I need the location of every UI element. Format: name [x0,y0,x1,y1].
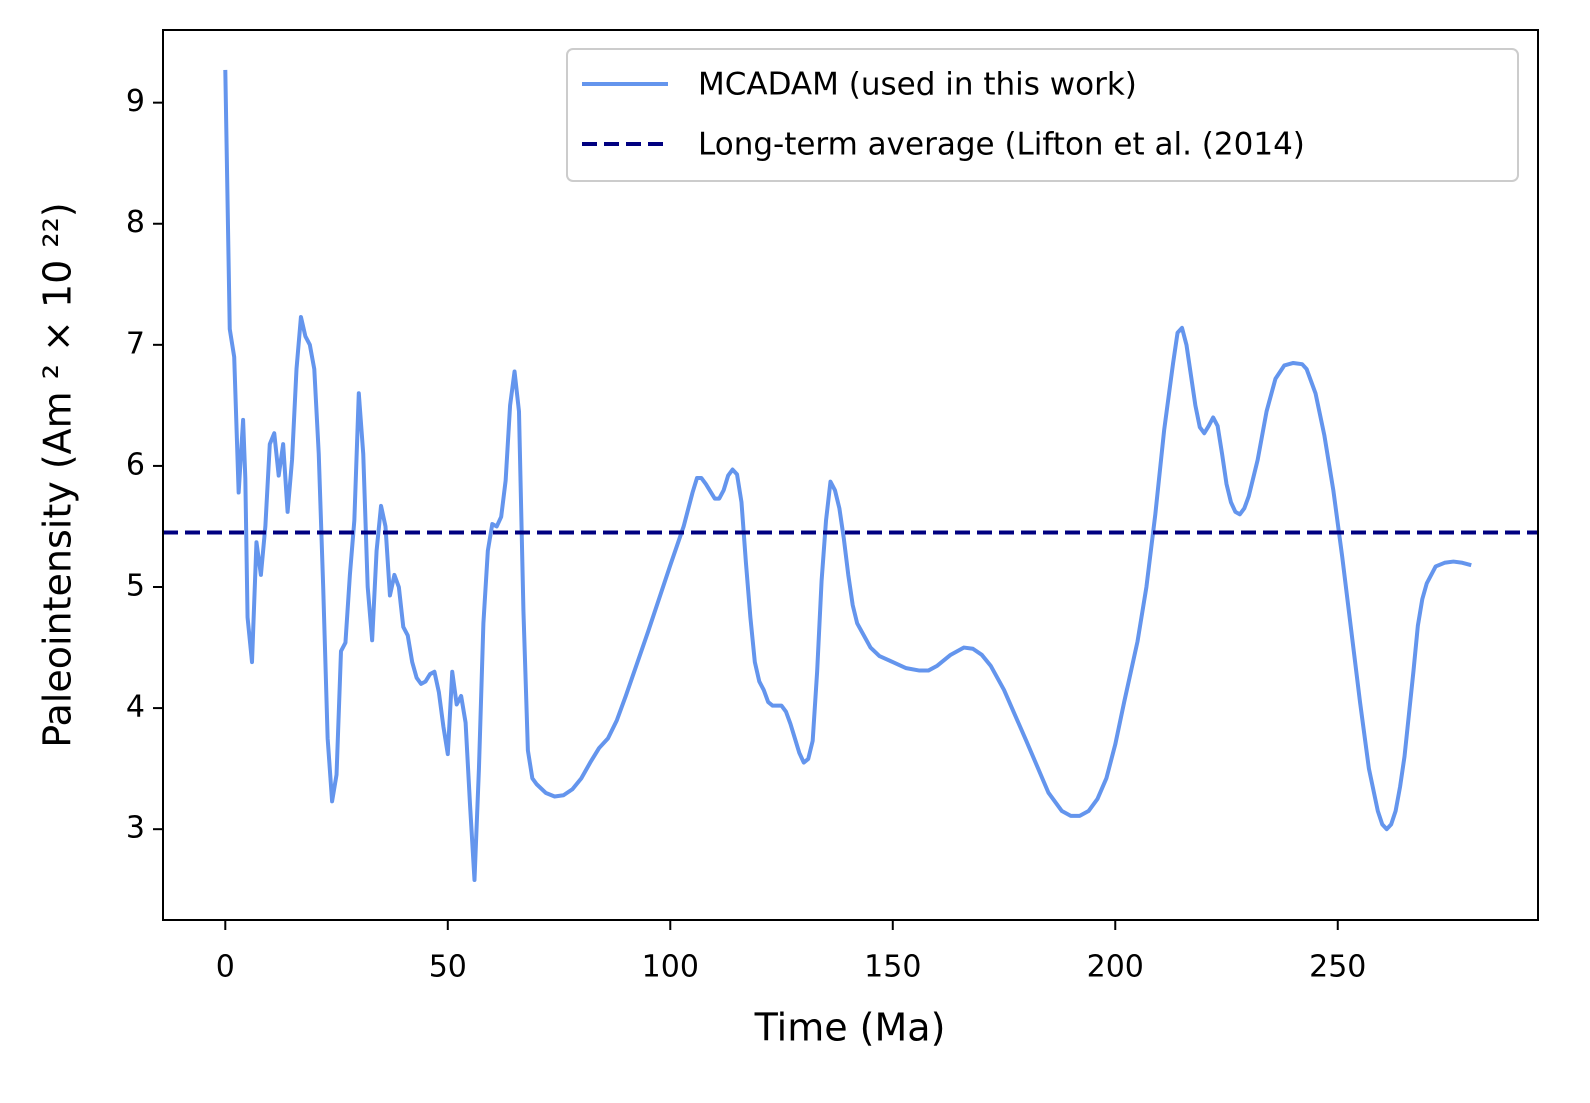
x-axis-label: Time (Ma) [754,1006,946,1050]
x-tick-label: 50 [429,950,467,985]
y-tick-label: 9 [126,84,145,119]
y-tick-label: 6 [126,447,145,482]
y-axis-label: Paleointensity (Am ² × 10 ²²) [36,202,80,747]
legend-label: MCADAM (used in this work) [698,67,1137,103]
legend-label: Long-term average (Lifton et al. (2014) [698,127,1305,163]
y-tick-label: 7 [126,326,145,361]
y-tick-label: 4 [126,690,145,725]
plot-frame [162,29,1539,921]
y-tick-label: 8 [126,205,145,240]
x-tick-label: 250 [1309,950,1366,985]
y-tick-label: 3 [126,811,145,846]
x-tick-label: 100 [642,950,699,985]
y-tick-label: 5 [126,569,145,604]
x-tick-label: 150 [864,950,921,985]
x-tick-label: 200 [1087,950,1144,985]
legend-box [566,48,1519,182]
data-line [223,69,1472,883]
x-tick-label: 0 [216,950,235,985]
